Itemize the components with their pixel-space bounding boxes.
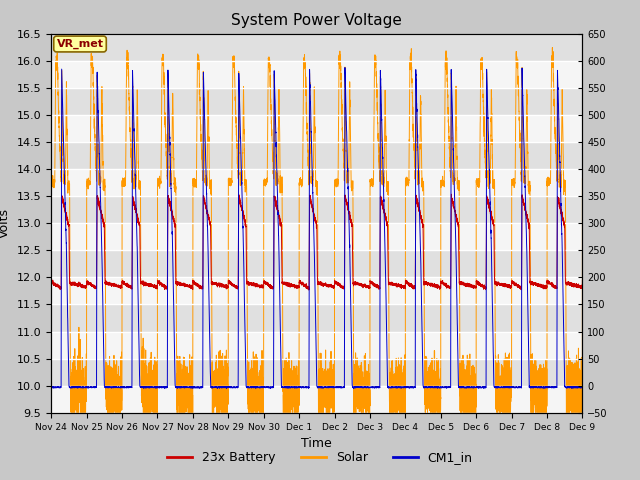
Bar [51, 277, 582, 304]
Bar [51, 169, 582, 196]
CM1_in [579, 384, 586, 390]
CM1_in [47, 384, 55, 390]
Line: 23x Battery: 23x Battery [51, 194, 582, 290]
23x Battery [579, 277, 586, 283]
CM1_in [246, 384, 254, 390]
Solar [156, 179, 163, 184]
Solar [47, 180, 55, 186]
23x Battery [466, 283, 474, 288]
23x Battery [156, 280, 163, 286]
CM1_in [161, 385, 168, 391]
CM1_in [156, 384, 163, 390]
CM1_in [466, 384, 474, 390]
Bar [51, 60, 582, 88]
Y-axis label: Volts: Volts [0, 208, 11, 238]
Bar [51, 88, 582, 115]
Solar [577, 368, 584, 373]
Solar [465, 396, 473, 402]
Text: VR_met: VR_met [56, 39, 104, 49]
Line: CM1_in: CM1_in [51, 68, 582, 388]
23x Battery [447, 192, 455, 197]
Bar [51, 359, 582, 386]
CM1_in [577, 384, 584, 390]
CM1_in [161, 384, 169, 390]
Bar [51, 304, 582, 332]
23x Battery [246, 281, 254, 287]
Solar [548, 45, 556, 50]
23x Battery [577, 283, 584, 288]
Bar [51, 386, 582, 413]
23x Battery [305, 287, 312, 293]
23x Battery [390, 282, 398, 288]
Line: Solar: Solar [51, 48, 582, 413]
Bar [51, 142, 582, 169]
Solar [246, 403, 254, 409]
CM1_in [341, 65, 349, 71]
Solar [161, 112, 169, 118]
CM1_in [390, 384, 398, 390]
X-axis label: Time: Time [301, 437, 332, 450]
Legend: 23x Battery, Solar, CM1_in: 23x Battery, Solar, CM1_in [163, 446, 477, 469]
Solar [390, 396, 398, 402]
Bar [51, 332, 582, 359]
Bar [51, 250, 582, 277]
Solar [579, 176, 586, 182]
Solar [68, 410, 76, 416]
23x Battery [47, 279, 55, 285]
23x Battery [161, 285, 169, 291]
Bar [51, 223, 582, 250]
Bar [51, 115, 582, 142]
Title: System Power Voltage: System Power Voltage [232, 13, 402, 28]
Bar [51, 34, 582, 60]
Bar [51, 196, 582, 223]
